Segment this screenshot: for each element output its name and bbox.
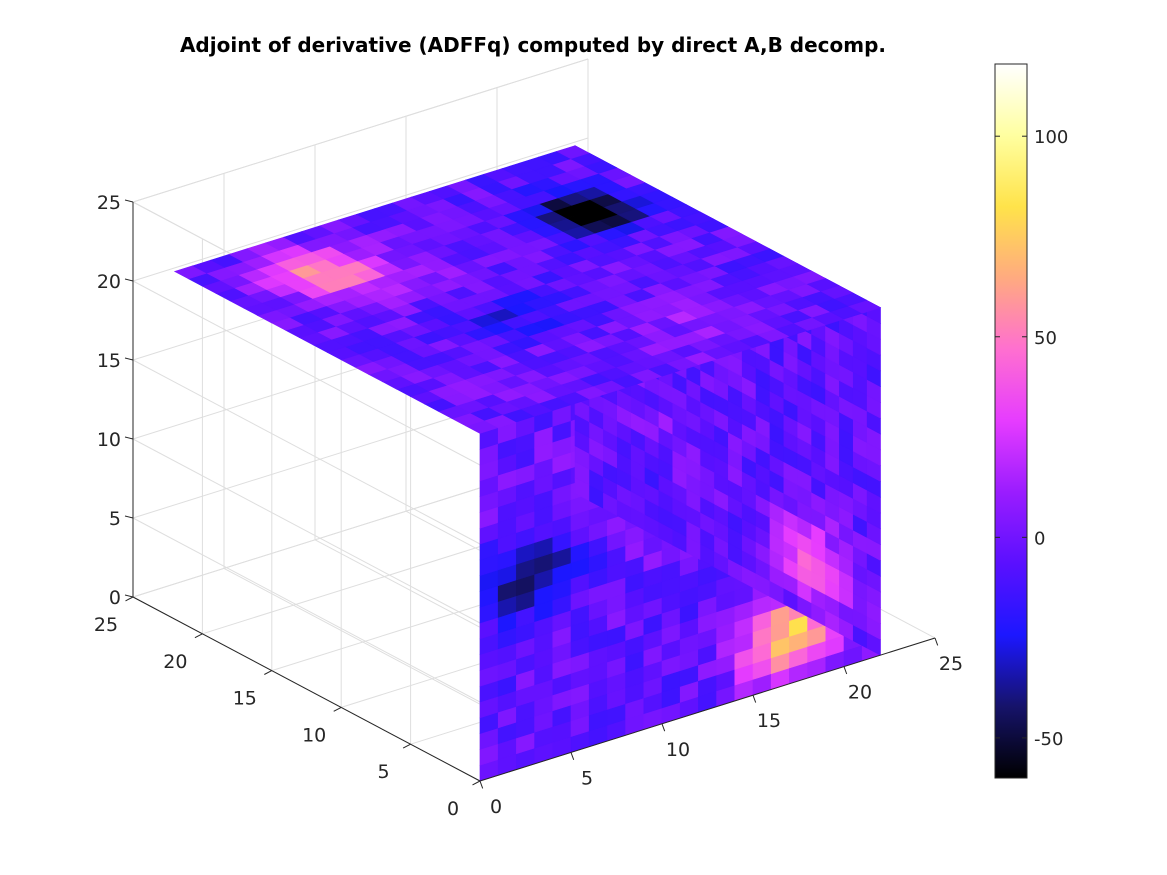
z-tick-label: 15 bbox=[97, 350, 121, 372]
z-tick-label: 5 bbox=[109, 508, 121, 530]
z-tick-mark bbox=[124, 357, 134, 361]
x-tick-label: 10 bbox=[666, 739, 690, 761]
y-tick-mark bbox=[472, 780, 481, 786]
grid-line bbox=[132, 359, 481, 545]
colorbar-tick-label: 100 bbox=[1034, 127, 1068, 148]
y-tick-mark bbox=[125, 596, 134, 602]
y-tick-label: 0 bbox=[447, 798, 459, 820]
z-tick-mark bbox=[124, 278, 134, 282]
grid-line bbox=[132, 517, 481, 703]
z-tick-label: 20 bbox=[97, 271, 121, 293]
colorbar-gradient bbox=[994, 63, 1028, 779]
x-tick-mark bbox=[843, 666, 848, 675]
x-tick-mark bbox=[479, 780, 484, 789]
y-tick-label: 5 bbox=[378, 761, 390, 783]
z-tick-label: 10 bbox=[97, 429, 121, 451]
y-tick-label: 20 bbox=[163, 651, 187, 673]
grid-line bbox=[132, 280, 481, 466]
grid-line bbox=[132, 137, 589, 282]
x-tick-label: 25 bbox=[939, 653, 963, 675]
x-axis-line bbox=[479, 637, 936, 782]
x-tick-mark bbox=[661, 723, 666, 732]
z-tick-label: 25 bbox=[97, 192, 121, 214]
x-tick-mark bbox=[752, 695, 757, 703]
box-edge bbox=[132, 58, 589, 203]
x-tick-label: 20 bbox=[848, 682, 872, 704]
y-tick-mark bbox=[194, 633, 203, 639]
z-tick-mark bbox=[124, 594, 134, 598]
x-tick-label: 0 bbox=[490, 796, 502, 818]
y-tick-label: 25 bbox=[94, 614, 118, 636]
y-axis-line bbox=[132, 596, 481, 782]
y-tick-label: 10 bbox=[302, 724, 326, 746]
x-tick-mark bbox=[934, 637, 939, 646]
colorbar-tick-label: 0 bbox=[1034, 528, 1045, 549]
y-tick-label: 15 bbox=[233, 688, 257, 710]
axes: 0 5 10 15 20 25 0 5 10 15 20 25 0 5 10 15 20 25 bbox=[94, 192, 963, 820]
colorbar-tick-label: -50 bbox=[1034, 729, 1063, 750]
x-tick-label: 15 bbox=[757, 710, 781, 732]
chart-title: Adjoint of derivative (ADFFq) computed b… bbox=[180, 33, 886, 57]
z-tick-mark bbox=[124, 436, 134, 440]
voxel-cell bbox=[556, 145, 590, 160]
colorbar: -50 0 50 100 bbox=[994, 63, 1068, 779]
colorbar-tick-label: 50 bbox=[1034, 328, 1057, 349]
grid-line bbox=[132, 438, 481, 624]
y-tick-mark bbox=[264, 670, 273, 675]
z-tick-mark bbox=[124, 515, 134, 519]
x-tick-label: 5 bbox=[581, 767, 593, 789]
z-tick-label: 0 bbox=[109, 587, 121, 609]
y-tick-mark bbox=[333, 706, 342, 712]
z-tick-mark bbox=[124, 199, 134, 203]
y-tick-mark bbox=[402, 743, 411, 749]
x-tick-mark bbox=[570, 752, 575, 760]
volume-faces bbox=[173, 145, 882, 782]
top-face bbox=[173, 145, 882, 434]
